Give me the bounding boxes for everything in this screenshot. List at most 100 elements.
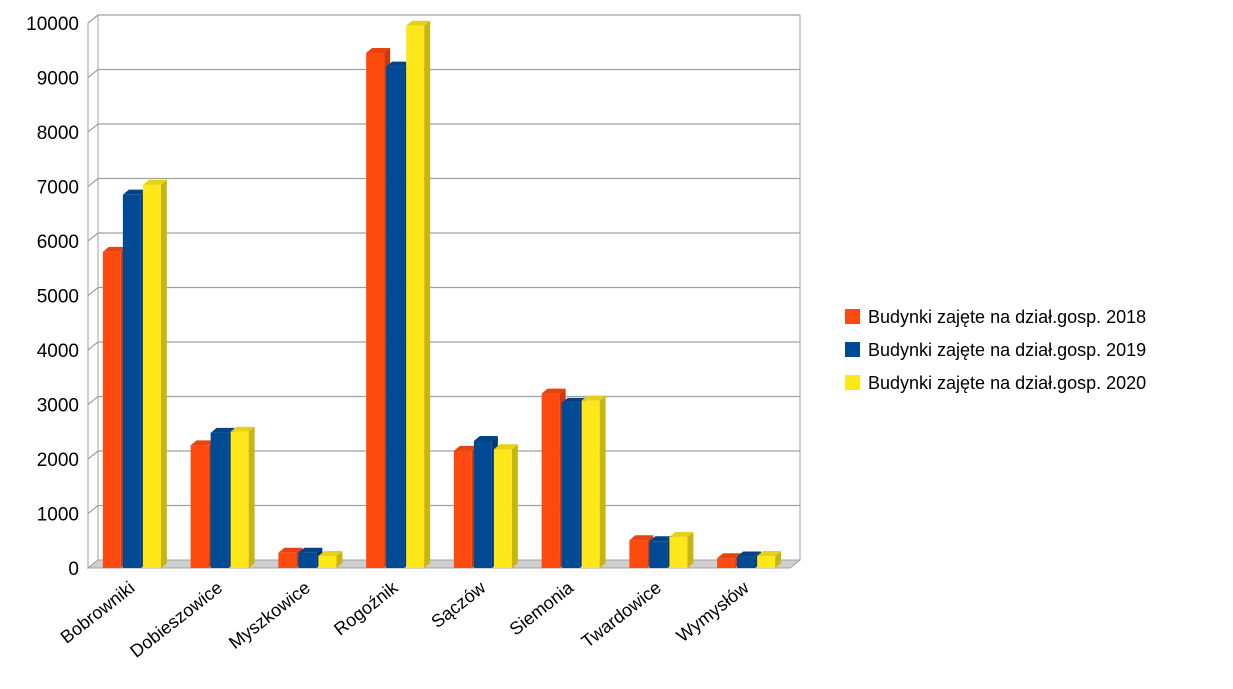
bar xyxy=(142,179,167,569)
bar-front xyxy=(318,556,337,568)
legend: Budynki zajęte na dział.gosp. 2018 Budynk… xyxy=(845,307,1146,393)
bar-top xyxy=(453,445,478,451)
legend-swatch xyxy=(845,375,860,390)
bar-front xyxy=(453,450,472,568)
bar xyxy=(230,426,255,568)
legend-swatch xyxy=(845,309,860,324)
y-axis: 0 1000 2000 3000 4000 5000 6000 7000 8000 9000 100… xyxy=(26,14,79,580)
legend-label: Budynki zajęte na dział.gosp. 2018 xyxy=(868,307,1146,327)
legend-swatch xyxy=(845,342,860,357)
y-tick-label: 3000 xyxy=(37,396,79,417)
bar-top xyxy=(406,20,431,26)
bar-front xyxy=(190,445,209,568)
bar-top xyxy=(649,536,674,542)
bar-front xyxy=(210,432,229,568)
bar-side xyxy=(336,551,343,568)
y-tick-label: 5000 xyxy=(37,287,79,308)
bar-front xyxy=(737,556,756,568)
x-tick-label: Rogoźnik xyxy=(330,577,402,640)
x-tick-label: Wymysłów xyxy=(673,577,754,646)
x-tick-label: Sączów xyxy=(427,577,490,632)
bar-top xyxy=(541,388,566,394)
gridline-side xyxy=(87,287,99,296)
bar-top xyxy=(210,427,235,433)
bar-top xyxy=(757,551,782,557)
y-tick-label: 1000 xyxy=(37,505,79,526)
bar-front xyxy=(298,552,317,568)
bar-front xyxy=(717,558,736,568)
bar-top xyxy=(298,547,323,553)
bar-front xyxy=(581,400,600,568)
bar-front xyxy=(649,541,668,568)
bar-side xyxy=(424,20,431,569)
gridline-side xyxy=(87,69,99,78)
bar-front xyxy=(122,194,141,569)
bar-top xyxy=(629,535,654,541)
gridline-side xyxy=(87,505,99,514)
bar-top xyxy=(142,179,167,185)
bar-top xyxy=(561,397,586,403)
bar-top xyxy=(581,395,606,401)
bar xyxy=(669,531,694,568)
y-tick-label: 7000 xyxy=(37,178,79,199)
y-tick-label: 6000 xyxy=(37,232,79,253)
y-tick-label: 4000 xyxy=(37,341,79,362)
bar-side xyxy=(775,551,782,568)
gridline-side xyxy=(87,232,99,242)
bar-side xyxy=(248,426,255,568)
bar xyxy=(493,444,518,568)
bar-front xyxy=(278,552,297,568)
legend-label: Budynki zajęte na dział.gosp. 2019 xyxy=(868,340,1146,360)
bar-top xyxy=(386,61,411,67)
bar-top xyxy=(669,531,694,537)
bar-top xyxy=(230,426,255,432)
bar-top xyxy=(102,246,127,252)
bar-front xyxy=(757,556,776,568)
bar-top xyxy=(278,547,303,553)
x-tick-label: Twardowice xyxy=(578,577,665,651)
bar-front xyxy=(142,184,161,569)
y-tick-label: 10000 xyxy=(26,14,79,35)
bar xyxy=(406,20,431,569)
gridline-side xyxy=(87,123,99,133)
y-tick-label: 9000 xyxy=(37,69,79,90)
gridline-side xyxy=(87,178,99,187)
y-tick-label: 2000 xyxy=(37,450,79,471)
bar xyxy=(318,551,343,568)
bar-top xyxy=(190,440,215,446)
x-tick-label: Siemonia xyxy=(506,577,578,640)
gridline-side xyxy=(87,450,99,460)
bar-front xyxy=(406,25,425,569)
bar-side xyxy=(511,444,518,568)
gridlines xyxy=(87,14,800,514)
bars xyxy=(102,20,782,569)
bar-top xyxy=(493,444,518,450)
bar-top xyxy=(717,553,742,559)
bar-top xyxy=(737,551,762,557)
bar-front xyxy=(102,251,121,568)
bar-front xyxy=(629,540,648,568)
bar-side xyxy=(687,531,694,568)
bar-top xyxy=(122,189,147,195)
bar-front xyxy=(230,431,249,568)
gridline-side xyxy=(87,396,99,405)
bar-top xyxy=(473,436,498,442)
bar-top xyxy=(366,47,391,53)
bar-front xyxy=(366,52,385,569)
x-tick-label: Bobrowniki xyxy=(57,577,139,647)
bar-front xyxy=(541,393,560,568)
bar-front xyxy=(386,66,405,568)
y-tick-label: 8000 xyxy=(37,123,79,144)
bar-front xyxy=(493,449,512,568)
bar-side xyxy=(599,395,606,568)
bar-front xyxy=(669,536,688,568)
gridline-side xyxy=(87,341,99,351)
bar xyxy=(757,551,782,568)
bar-front xyxy=(561,402,580,568)
legend-label: Budynki zajęte na dział.gosp. 2020 xyxy=(868,373,1146,393)
bar-side xyxy=(160,179,167,569)
y-tick-label: 0 xyxy=(68,559,79,580)
bar-top xyxy=(318,551,343,557)
bar xyxy=(581,395,606,568)
